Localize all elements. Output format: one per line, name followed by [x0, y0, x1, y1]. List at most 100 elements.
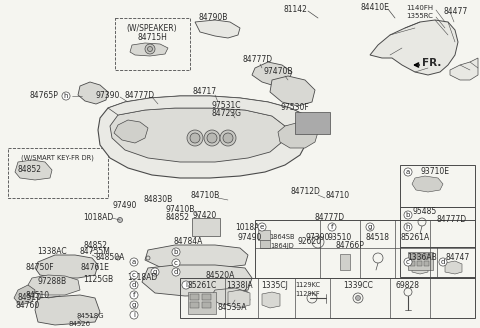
Bar [180, 278, 475, 318]
Text: 1338JA: 1338JA [227, 280, 253, 290]
Text: 1864JD: 1864JD [270, 243, 294, 249]
Polygon shape [130, 43, 168, 56]
Bar [417, 254, 422, 259]
Polygon shape [195, 20, 240, 38]
Polygon shape [370, 20, 458, 75]
Text: d: d [174, 269, 178, 275]
Text: 84852: 84852 [18, 166, 42, 174]
Text: 84777D: 84777D [243, 55, 273, 65]
Polygon shape [110, 108, 285, 162]
Circle shape [204, 130, 220, 146]
Text: a: a [406, 169, 410, 175]
Bar [190, 294, 199, 300]
Polygon shape [35, 255, 98, 278]
Text: 1018AD: 1018AD [127, 274, 157, 282]
Text: 92620: 92620 [298, 237, 322, 247]
Text: e: e [260, 224, 264, 230]
Text: 85261C: 85261C [187, 280, 216, 290]
Polygon shape [210, 288, 250, 305]
Text: 97390: 97390 [96, 92, 120, 100]
Text: 1336AB: 1336AB [407, 253, 437, 261]
Circle shape [223, 133, 233, 143]
Circle shape [187, 130, 203, 146]
Text: g: g [153, 269, 157, 275]
Text: 97410B: 97410B [165, 206, 195, 215]
Text: 1355RC: 1355RC [407, 13, 433, 19]
Text: 97490: 97490 [113, 200, 137, 210]
Polygon shape [228, 290, 250, 308]
Bar [202, 302, 211, 308]
Text: h: h [64, 93, 68, 99]
Bar [258, 230, 270, 240]
Text: 84712D: 84712D [290, 188, 320, 196]
Text: 93710E: 93710E [420, 168, 449, 176]
Bar [400, 207, 475, 247]
Text: 84723G: 84723G [211, 110, 241, 118]
Text: 84717: 84717 [193, 88, 217, 96]
Text: 84852: 84852 [84, 240, 108, 250]
Text: 84747: 84747 [446, 253, 470, 261]
Text: a: a [132, 259, 136, 265]
Text: 81142: 81142 [283, 6, 307, 14]
Text: 84477: 84477 [444, 8, 468, 16]
Polygon shape [412, 262, 428, 274]
Text: i: i [185, 282, 187, 288]
Text: 84777D: 84777D [437, 215, 467, 224]
Text: g: g [368, 224, 372, 230]
Text: 84765P: 84765P [30, 92, 59, 100]
Text: 1129KC: 1129KC [295, 282, 321, 288]
Circle shape [190, 133, 200, 143]
Bar [188, 292, 216, 314]
Text: 84520A: 84520A [205, 271, 235, 279]
Text: h: h [406, 224, 410, 230]
Text: 97531C: 97531C [211, 100, 241, 110]
Polygon shape [28, 275, 80, 295]
Text: 1864SB: 1864SB [269, 234, 295, 240]
Bar [8, 148, 108, 198]
Text: f: f [133, 292, 135, 298]
Text: 84526: 84526 [69, 321, 91, 327]
Bar [410, 261, 415, 266]
Text: c: c [406, 259, 410, 265]
Polygon shape [450, 58, 478, 80]
Polygon shape [35, 295, 100, 325]
Text: 84830B: 84830B [144, 195, 173, 204]
Text: d: d [441, 259, 445, 265]
Text: 95485: 95485 [413, 208, 437, 216]
Circle shape [356, 296, 360, 300]
Bar [255, 220, 475, 278]
Text: 84850A: 84850A [96, 254, 125, 262]
Text: b: b [174, 249, 178, 255]
Text: 1125GB: 1125GB [83, 276, 113, 284]
Bar [115, 18, 190, 70]
Text: 1335CJ: 1335CJ [262, 280, 288, 290]
Bar [192, 218, 220, 236]
Bar [424, 261, 429, 266]
Circle shape [118, 217, 122, 222]
Bar [400, 247, 475, 277]
Text: g: g [132, 302, 136, 308]
Bar [400, 165, 475, 207]
Text: 84760: 84760 [16, 300, 40, 310]
Text: 85261A: 85261A [400, 233, 430, 241]
Text: 97390: 97390 [306, 234, 330, 242]
Polygon shape [145, 245, 248, 270]
Circle shape [207, 133, 217, 143]
Bar [408, 252, 433, 270]
Text: 1338AC: 1338AC [37, 248, 67, 256]
Text: 1018AD: 1018AD [235, 223, 265, 233]
Text: (W/SMART KEY-FR DR): (W/SMART KEY-FR DR) [21, 155, 94, 161]
Text: 84510: 84510 [18, 294, 42, 302]
Bar [340, 254, 350, 270]
Text: c: c [174, 260, 178, 266]
Text: 93510: 93510 [328, 233, 352, 241]
Bar [410, 254, 415, 259]
Text: d: d [132, 282, 136, 288]
Polygon shape [412, 176, 443, 192]
Text: 84518G: 84518G [76, 313, 104, 319]
Polygon shape [278, 122, 318, 148]
Polygon shape [98, 96, 310, 178]
Text: 84410E: 84410E [360, 4, 389, 12]
Text: 84710B: 84710B [191, 192, 220, 200]
Text: 97490: 97490 [238, 234, 262, 242]
